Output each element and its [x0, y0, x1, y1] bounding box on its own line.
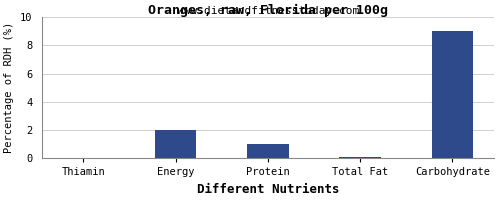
- Bar: [247, 144, 288, 158]
- Text: www.dietandfitnesstoday.com: www.dietandfitnesstoday.com: [176, 6, 359, 16]
- Title: Oranges, raw, Florida per 100g: Oranges, raw, Florida per 100g: [148, 4, 388, 17]
- Bar: [155, 130, 196, 158]
- Y-axis label: Percentage of RDH (%): Percentage of RDH (%): [4, 22, 14, 153]
- Bar: [432, 31, 473, 158]
- Bar: [340, 157, 381, 158]
- X-axis label: Different Nutrients: Different Nutrients: [196, 183, 339, 196]
